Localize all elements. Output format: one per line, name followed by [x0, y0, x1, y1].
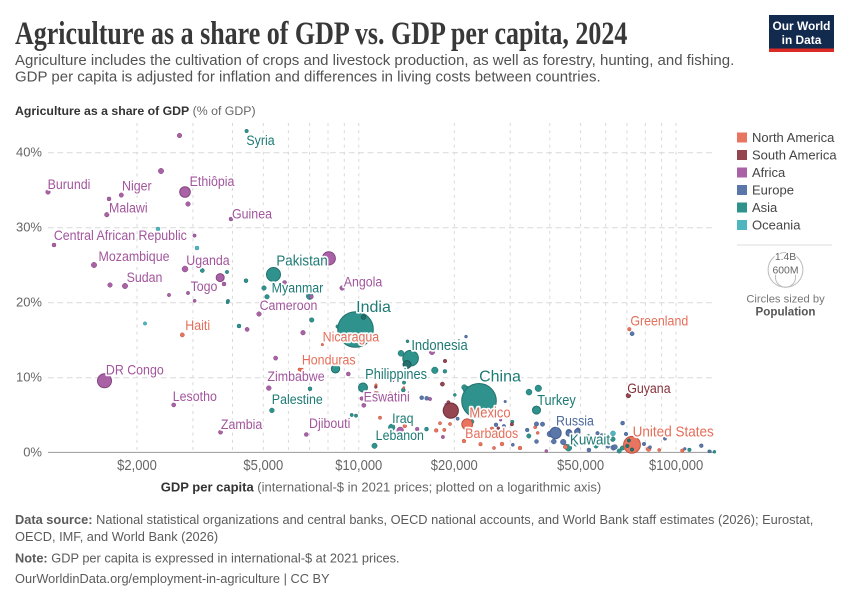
svg-text:20%: 20% [16, 294, 42, 309]
svg-text:Note: GDP per capita is expres: Note: GDP per capita is expressed in int… [15, 551, 400, 566]
svg-text:Agriculture includes the culti: Agriculture includes the cultivation of … [15, 52, 734, 69]
svg-text:Agriculture as a share of GDP: Agriculture as a share of GDP (% of GDP) [15, 104, 256, 118]
svg-text:Niger: Niger [122, 178, 152, 194]
svg-text:40%: 40% [16, 144, 42, 159]
svg-text:$100,000: $100,000 [649, 457, 704, 473]
svg-text:$2,000: $2,000 [117, 457, 157, 473]
svg-text:United States: United States [633, 424, 714, 441]
svg-text:Africa: Africa [752, 165, 786, 180]
svg-text:Pakistan: Pakistan [276, 253, 327, 270]
svg-text:Angola: Angola [344, 274, 383, 290]
svg-text:Asia: Asia [752, 200, 778, 215]
svg-text:in Data: in Data [782, 33, 822, 47]
svg-text:Myanmar: Myanmar [272, 280, 324, 296]
svg-text:Cameroon: Cameroon [260, 297, 318, 313]
svg-text:Philippines: Philippines [365, 366, 427, 382]
svg-text:South America: South America [752, 148, 837, 163]
svg-text:30%: 30% [16, 219, 42, 234]
svg-text:Oceania: Oceania [752, 218, 801, 233]
svg-text:Russia: Russia [556, 413, 595, 429]
svg-text:Togo: Togo [191, 278, 218, 294]
svg-text:0%: 0% [23, 444, 42, 459]
svg-text:Data source: National statisti: Data source: National statistical organi… [15, 512, 813, 527]
svg-text:Greenland: Greenland [630, 313, 688, 329]
svg-text:Circles sized by: Circles sized by [746, 294, 825, 306]
svg-text:Nicaragua: Nicaragua [323, 329, 380, 345]
svg-text:$20,000: $20,000 [431, 457, 478, 473]
svg-text:Population: Population [756, 306, 816, 319]
svg-text:Palestine: Palestine [272, 391, 323, 407]
svg-text:Sudan: Sudan [127, 269, 163, 285]
svg-text:Uganda: Uganda [186, 252, 230, 268]
svg-text:North America: North America [752, 130, 835, 145]
svg-text:Honduras: Honduras [302, 352, 356, 368]
svg-text:Zambia: Zambia [221, 416, 263, 432]
svg-text:Guyana: Guyana [627, 380, 671, 396]
svg-text:Zimbabwe: Zimbabwe [267, 368, 324, 384]
svg-text:Iraq: Iraq [392, 410, 413, 426]
svg-text:Agriculture as a share of GDP: Agriculture as a share of GDP vs. GDP pe… [15, 15, 627, 52]
svg-text:Turkey: Turkey [537, 392, 576, 408]
svg-text:GDP per capita is adjusted for: GDP per capita is adjusted for inflation… [15, 69, 601, 86]
svg-text:Haiti: Haiti [185, 317, 210, 333]
svg-text:Our World: Our World [773, 19, 831, 33]
svg-text:Lebanon: Lebanon [376, 427, 424, 443]
svg-text:Malawi: Malawi [109, 200, 148, 216]
svg-text:DR Congo: DR Congo [106, 362, 164, 378]
svg-text:Guinea: Guinea [232, 206, 273, 222]
svg-text:China: China [479, 369, 521, 386]
svg-text:Syria: Syria [246, 132, 275, 148]
svg-text:Eswatini: Eswatini [364, 389, 410, 405]
svg-text:Central African Republic: Central African Republic [54, 227, 187, 243]
svg-text:$10,000: $10,000 [335, 457, 382, 473]
svg-text:India: India [356, 299, 391, 316]
svg-text:10%: 10% [16, 369, 42, 384]
svg-text:Burundi: Burundi [48, 176, 91, 192]
svg-text:Mexico: Mexico [469, 405, 510, 421]
svg-text:Ethiôpia: Ethiôpia [190, 173, 235, 189]
svg-text:OurWorldinData.org/employment-: OurWorldinData.org/employment-in-agricul… [15, 571, 330, 586]
svg-text:$50,000: $50,000 [557, 457, 604, 473]
svg-text:Djibouti: Djibouti [309, 415, 350, 431]
svg-text:Indonesia: Indonesia [411, 337, 468, 353]
svg-text:OECD, IMF, and World Bank (202: OECD, IMF, and World Bank (2026) [15, 529, 218, 544]
svg-text:Kuwait: Kuwait [570, 432, 610, 449]
svg-text:Barbados: Barbados [465, 425, 518, 441]
svg-text:1.4B: 1.4B [775, 252, 796, 263]
svg-text:Lesotho: Lesotho [173, 388, 217, 404]
svg-text:600M: 600M [773, 266, 799, 277]
svg-text:Mozambique: Mozambique [99, 248, 170, 264]
svg-text:GDP per capita (international-: GDP per capita (international-$ in 2021 … [161, 480, 602, 495]
svg-text:Europe: Europe [752, 183, 794, 198]
svg-text:$5,000: $5,000 [243, 457, 283, 473]
